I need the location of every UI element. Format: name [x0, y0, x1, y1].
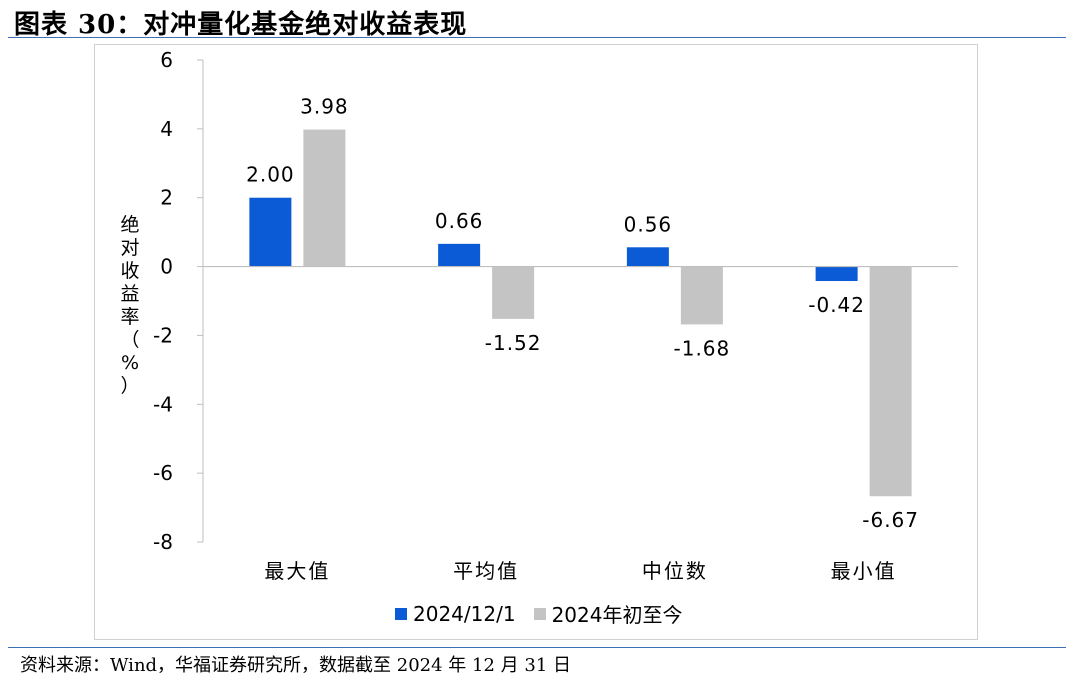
bar-2-4: [869, 266, 912, 497]
x-tick-label: 最大值: [264, 559, 330, 583]
y-axis-label-char: （: [120, 329, 140, 351]
data-label: 0.66: [435, 209, 484, 233]
legend-swatch-series2: [533, 607, 546, 620]
y-tick-label: -6: [153, 461, 173, 485]
bar-1-1: [249, 197, 292, 267]
bar-1-3: [626, 247, 669, 267]
data-label: 0.56: [624, 212, 673, 236]
y-axis-label-char: ）: [120, 375, 140, 397]
data-label: 3.98: [300, 95, 349, 119]
y-axis-label-char: 绝: [120, 214, 140, 236]
data-label: -1.68: [674, 336, 731, 360]
y-axis-label-char: 益: [120, 283, 140, 305]
legend-item-series1: 2024/12/1: [395, 602, 516, 626]
data-label: -0.42: [808, 293, 865, 317]
y-tick-label: 2: [160, 186, 173, 210]
y-tick-label: 6: [160, 48, 173, 72]
data-label: -1.52: [485, 331, 542, 355]
x-tick-label: 最小值: [831, 559, 897, 583]
source-note: 资料来源：Wind，华福证券研究所，数据截至 2024 年 12 月 31 日: [20, 655, 572, 676]
legend-label-series1: 2024/12/1: [413, 601, 516, 626]
y-axis-label-char: 率: [120, 306, 140, 328]
x-tick-label: 中位数: [642, 559, 708, 583]
y-axis-label-char: 对: [120, 237, 140, 259]
bar-2-2: [492, 266, 535, 319]
y-tick-label: -4: [153, 392, 173, 416]
y-axis-label-char: %: [120, 352, 140, 374]
chart-title: 图表 30：对冲量化基金绝对收益表现: [14, 10, 468, 40]
legend-item-series2: 2024年初至今: [533, 599, 683, 628]
y-tick-label: -8: [153, 530, 173, 554]
title-divider: [8, 37, 1066, 38]
x-tick-label: 平均值: [453, 559, 519, 583]
chart-frame: [94, 44, 978, 640]
y-axis-label-char: 收: [120, 260, 140, 282]
footer-divider: [8, 647, 1066, 648]
legend-label-series2: 2024年初至今: [551, 603, 683, 627]
bar-1-4: [815, 266, 858, 282]
y-tick-label: -2: [153, 323, 173, 347]
data-label: 2.00: [246, 163, 295, 187]
bar-2-3: [680, 266, 723, 325]
y-tick-label: 0: [160, 255, 173, 279]
data-label: -6.67: [862, 508, 919, 532]
legend-swatch-series1: [395, 607, 407, 620]
bar-2-1: [303, 129, 346, 267]
chart-legend: 2024/12/1 2024年初至今: [395, 599, 700, 628]
y-axis-label: 绝 对 收 益 率 （ % ）: [116, 214, 144, 398]
bar-1-2: [438, 243, 481, 267]
y-tick-label: 4: [160, 117, 173, 141]
